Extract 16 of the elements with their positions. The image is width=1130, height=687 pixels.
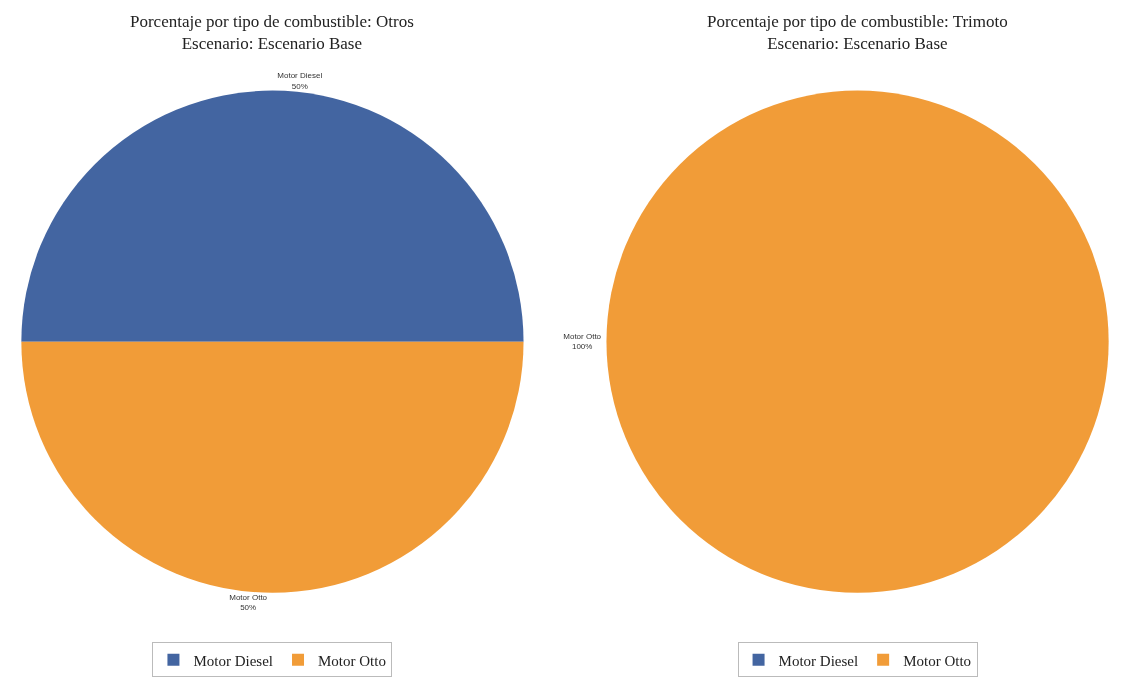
chart-title: Porcentaje por tipo de combustible: Trimoto [707,12,1008,31]
slice-label: Motor Otto [563,332,602,341]
pie-slice [21,91,524,342]
slice-label: Motor Diesel [277,71,323,81]
data-label: 100% [571,342,593,352]
chart-title: Porcentaje por tipo de combustible: Otros [130,12,414,31]
chart-subtitle: Escenario: Escenario Base [767,34,948,54]
data-label: 50% [240,603,257,613]
legend-label: Motor Diesel [193,652,274,669]
slice-label: Motor Otto [229,592,268,602]
pie-slice [21,341,524,593]
chart-subtitle: Escenario: Escenario Base [181,34,363,54]
legend-label: Motor Diesel [778,652,859,669]
legend-label: Motor Otto [903,652,972,669]
legend-label: Motor Otto [318,652,386,669]
data-label: 50% [291,81,308,91]
